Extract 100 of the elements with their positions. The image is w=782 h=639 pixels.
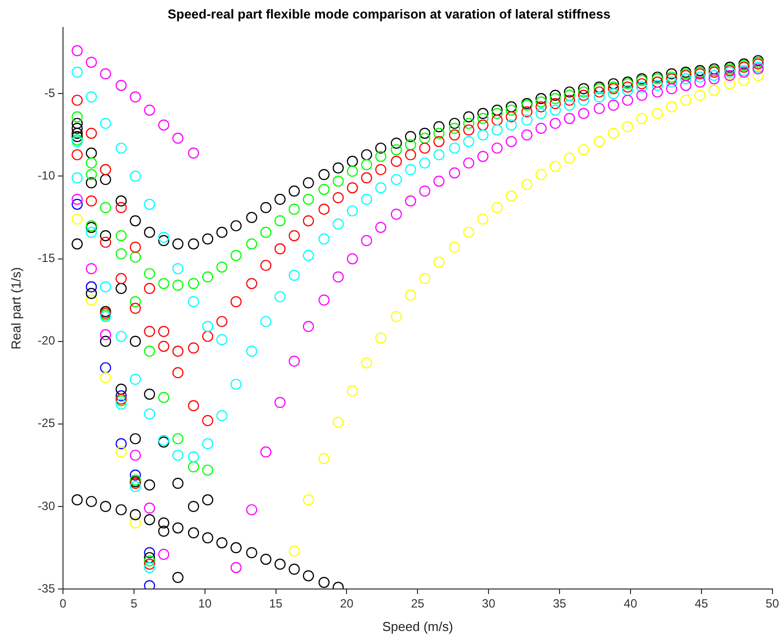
y-tick-label: -35 [38, 581, 56, 596]
point [144, 580, 156, 589]
x-tick-label: 5 [130, 596, 138, 611]
point [100, 362, 112, 374]
point [332, 271, 344, 282]
point [158, 119, 170, 131]
point [506, 190, 517, 202]
point [188, 148, 200, 159]
point [318, 294, 330, 306]
point [708, 73, 720, 84]
point [130, 470, 141, 481]
point [288, 356, 300, 367]
point [86, 281, 97, 292]
point [86, 56, 97, 68]
point [230, 562, 242, 574]
point [158, 548, 170, 560]
point [622, 94, 634, 106]
x-tick-label: 15 [269, 596, 283, 611]
point [550, 160, 561, 172]
point [116, 438, 127, 450]
point [652, 86, 663, 98]
point [666, 101, 678, 112]
point [130, 450, 141, 461]
point [666, 83, 678, 94]
point [302, 494, 314, 506]
point [680, 80, 692, 91]
point [361, 357, 372, 368]
point [536, 169, 547, 180]
point [536, 122, 547, 134]
point [521, 178, 532, 190]
point [332, 416, 344, 428]
point [144, 104, 156, 116]
point [130, 517, 141, 529]
point [708, 84, 720, 96]
point [361, 235, 372, 246]
point [172, 132, 184, 144]
point [72, 194, 83, 205]
x-tick-label: 0 [60, 596, 67, 611]
point [346, 253, 358, 264]
point [506, 136, 517, 148]
x-tick-label: 30 [482, 596, 496, 611]
x-tick-label: 10 [198, 596, 212, 611]
point [636, 90, 648, 101]
point [652, 108, 663, 120]
point [246, 504, 258, 516]
x-axis-title: Speed (m/s) [382, 618, 454, 634]
point [100, 329, 112, 340]
point [492, 202, 503, 214]
point [594, 136, 605, 148]
point [738, 74, 750, 86]
y-tick-label: -10 [38, 168, 56, 183]
point [608, 100, 619, 111]
point [100, 372, 112, 384]
point [463, 226, 474, 238]
point [521, 129, 532, 140]
point [477, 150, 488, 162]
point [449, 242, 460, 253]
point [608, 128, 619, 139]
point [346, 385, 358, 396]
point [72, 214, 83, 225]
point [724, 70, 736, 82]
point [375, 332, 386, 344]
point [752, 70, 764, 82]
point [449, 167, 460, 178]
point [86, 294, 97, 306]
point [419, 186, 430, 197]
y-tick-label: -15 [38, 251, 56, 266]
point [390, 311, 402, 322]
x-tick-label: 25 [410, 596, 425, 611]
point [578, 108, 590, 120]
point [86, 263, 97, 274]
point [72, 198, 83, 210]
point [492, 142, 503, 154]
y-tick-label: -5 [44, 86, 56, 100]
x-tick-label: 20 [340, 596, 354, 611]
point [463, 157, 474, 169]
point [433, 256, 444, 268]
x-tick-label: 50 [766, 596, 780, 611]
point [260, 446, 272, 458]
point [405, 290, 416, 301]
point [578, 144, 590, 156]
point [433, 176, 444, 187]
point [302, 320, 314, 332]
point [144, 547, 156, 558]
point [419, 273, 430, 284]
point [564, 112, 576, 124]
point [72, 45, 83, 56]
point [100, 68, 112, 80]
point [288, 545, 300, 557]
x-tick-label: 45 [694, 596, 708, 611]
y-tick-label: -20 [38, 334, 56, 348]
x-tick-label: 35 [552, 596, 567, 611]
point [116, 446, 127, 458]
point [594, 102, 605, 114]
y-axis-title: Real part (1/s) [8, 267, 24, 350]
point [274, 396, 286, 408]
point [318, 453, 330, 464]
point [390, 208, 402, 220]
point [116, 80, 127, 91]
y-tick-label: -30 [38, 498, 56, 513]
